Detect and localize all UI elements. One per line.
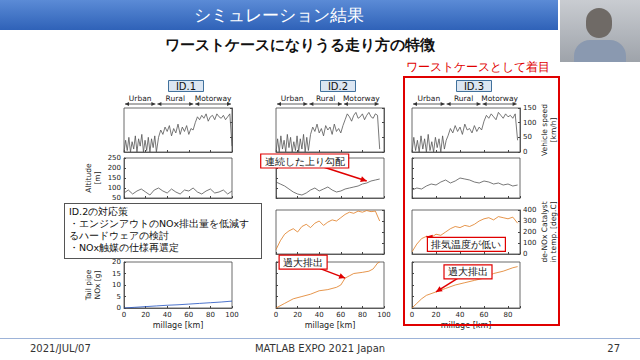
- svg-text:60: 60: [336, 311, 345, 319]
- svg-text:Urban: Urban: [417, 94, 440, 103]
- svg-text:0: 0: [523, 250, 527, 258]
- svg-text:[m]: [m]: [93, 171, 102, 184]
- svg-text:millage [km]: millage [km]: [153, 321, 204, 330]
- svg-text:Tail pipe: Tail pipe: [84, 269, 93, 301]
- svg-text:0: 0: [410, 311, 414, 319]
- svg-text:ID.2: ID.2: [328, 81, 348, 92]
- svg-text:過大排出: 過大排出: [448, 266, 488, 277]
- svg-text:300: 300: [523, 217, 536, 225]
- svg-text:20: 20: [112, 258, 121, 266]
- svg-text:Urban: Urban: [129, 94, 152, 103]
- svg-text:0: 0: [523, 148, 527, 156]
- svg-text:Vehicle speed: Vehicle speed: [540, 104, 549, 156]
- html-text:ワーストケースとして着目: ワーストケースとして着目: [406, 60, 550, 74]
- svg-text:200: 200: [108, 164, 121, 172]
- svg-text:150: 150: [108, 174, 121, 182]
- svg-text:in temp. [deg.C]: in temp. [deg.C]: [549, 201, 558, 262]
- svg-text:de-NOx Catalyst: de-NOx Catalyst: [540, 201, 549, 262]
- svg-text:40: 40: [456, 311, 465, 319]
- svg-text:Rural: Rural: [316, 94, 335, 103]
- svg-text:Motorway: Motorway: [343, 94, 380, 103]
- svg-text:10: 10: [112, 281, 121, 289]
- svg-text:[km/h]: [km/h]: [549, 118, 558, 143]
- svg-text:Altitude: Altitude: [84, 163, 93, 193]
- html-text:MATLAB EXPO 2021 Japan: MATLAB EXPO 2021 Japan: [254, 343, 386, 354]
- svg-text:Rural: Rural: [166, 94, 185, 103]
- svg-text:0: 0: [122, 311, 126, 319]
- svg-text:400: 400: [523, 206, 536, 214]
- svg-text:40: 40: [315, 311, 324, 319]
- svg-text:連続した上り勾配: 連続した上り勾配: [265, 156, 345, 167]
- svg-text:100: 100: [225, 311, 238, 319]
- svg-text:ID.1: ID.1: [176, 81, 196, 92]
- svg-text:250: 250: [108, 154, 121, 162]
- svg-text:60: 60: [480, 311, 489, 319]
- svg-text:100: 100: [377, 311, 390, 319]
- html-text:2021/JUL/07: 2021/JUL/07: [30, 343, 91, 354]
- svg-text:50: 50: [112, 194, 121, 202]
- html-text:ID.2の対応策: ID.2の対応策: [69, 206, 129, 217]
- svg-text:過大排出: 過大排出: [283, 257, 323, 268]
- svg-text:150: 150: [523, 104, 536, 112]
- svg-text:ID.3: ID.3: [464, 81, 484, 92]
- svg-text:0: 0: [274, 311, 278, 319]
- svg-text:排気温度が低い: 排気温度が低い: [431, 239, 501, 250]
- svg-text:Urban: Urban: [281, 94, 304, 103]
- html-text:・NOx触媒の仕様再選定: ・NOx触媒の仕様再選定: [69, 242, 180, 253]
- svg-text:40: 40: [163, 311, 172, 319]
- svg-text:80: 80: [358, 311, 367, 319]
- svg-text:5: 5: [117, 293, 121, 301]
- svg-text:15: 15: [112, 270, 121, 278]
- svg-text:20: 20: [432, 311, 441, 319]
- svg-text:millage [km]: millage [km]: [441, 321, 492, 330]
- svg-text:Motorway: Motorway: [481, 94, 518, 103]
- svg-text:20: 20: [293, 311, 302, 319]
- svg-text:50: 50: [523, 133, 532, 141]
- svg-text:20: 20: [141, 311, 150, 319]
- svg-text:100: 100: [108, 184, 121, 192]
- svg-text:80: 80: [206, 311, 215, 319]
- svg-text:0: 0: [117, 304, 121, 312]
- html-text:ワーストケースになりうる走り方の特徴: ワーストケースになりうる走り方の特徴: [165, 36, 435, 54]
- svg-text:millage [km]: millage [km]: [305, 321, 356, 330]
- svg-text:Motorway: Motorway: [195, 94, 232, 103]
- svg-text:80: 80: [504, 311, 513, 319]
- svg-text:Rural: Rural: [454, 94, 473, 103]
- html-text:シミュレーション結果: シミュレーション結果: [194, 5, 364, 25]
- svg-text:NOx [g]: NOx [g]: [93, 270, 102, 299]
- svg-text:200: 200: [523, 228, 536, 236]
- svg-text:60: 60: [184, 311, 193, 319]
- html-text:27: 27: [607, 343, 620, 354]
- svg-text:100: 100: [523, 239, 536, 247]
- svg-text:100: 100: [523, 119, 536, 127]
- html-text:・エンジンアウトのNOx排出量を低減するハードウェアの検討: ・エンジンアウトのNOx排出量を低減するハードウェアの検討: [69, 218, 250, 241]
